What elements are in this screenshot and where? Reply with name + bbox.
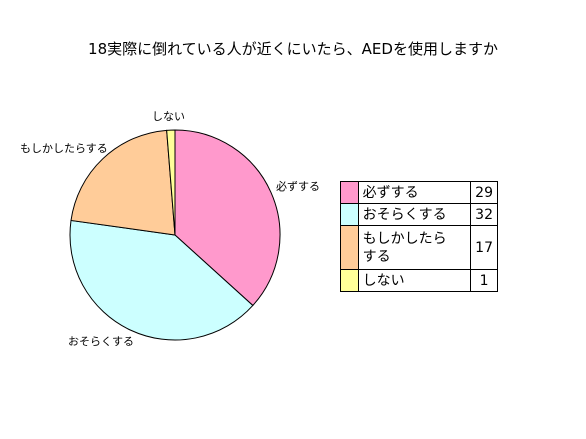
legend-label: もしかしたら する bbox=[357, 225, 472, 270]
slice-label: おそらくする bbox=[68, 335, 134, 348]
legend-label: しない bbox=[357, 269, 472, 292]
legend-row: もしかしたら する 17 bbox=[340, 225, 498, 270]
legend-value: 29 bbox=[470, 181, 498, 204]
legend-row: 必ずする 29 bbox=[340, 181, 498, 204]
chart-title: 18実際に倒れている人が近くにいたら、AEDを使用しますか bbox=[88, 40, 498, 58]
pie-slice bbox=[166, 129, 176, 236]
pie-slice bbox=[174, 129, 281, 307]
legend-row: おそらくする 32 bbox=[340, 203, 498, 226]
legend: 必ずする 29 おそらくする 32 もしかしたら する 17 しない 1 bbox=[340, 181, 498, 292]
legend-value: 1 bbox=[470, 269, 498, 292]
legend-swatch bbox=[340, 203, 359, 226]
slice-label: もしかしたらする bbox=[20, 142, 108, 155]
slice-label: しない bbox=[152, 110, 185, 123]
legend-swatch bbox=[340, 225, 359, 270]
pie-slice bbox=[70, 129, 176, 236]
legend-value: 32 bbox=[470, 203, 498, 226]
legend-value: 17 bbox=[470, 225, 498, 270]
slice-label: 必ずする bbox=[276, 180, 320, 193]
legend-row: しない 1 bbox=[340, 269, 498, 292]
legend-label: おそらくする bbox=[357, 203, 472, 226]
pie-slice bbox=[69, 219, 254, 341]
legend-swatch bbox=[340, 181, 359, 204]
legend-label: 必ずする bbox=[357, 181, 472, 204]
legend-swatch bbox=[340, 269, 359, 292]
